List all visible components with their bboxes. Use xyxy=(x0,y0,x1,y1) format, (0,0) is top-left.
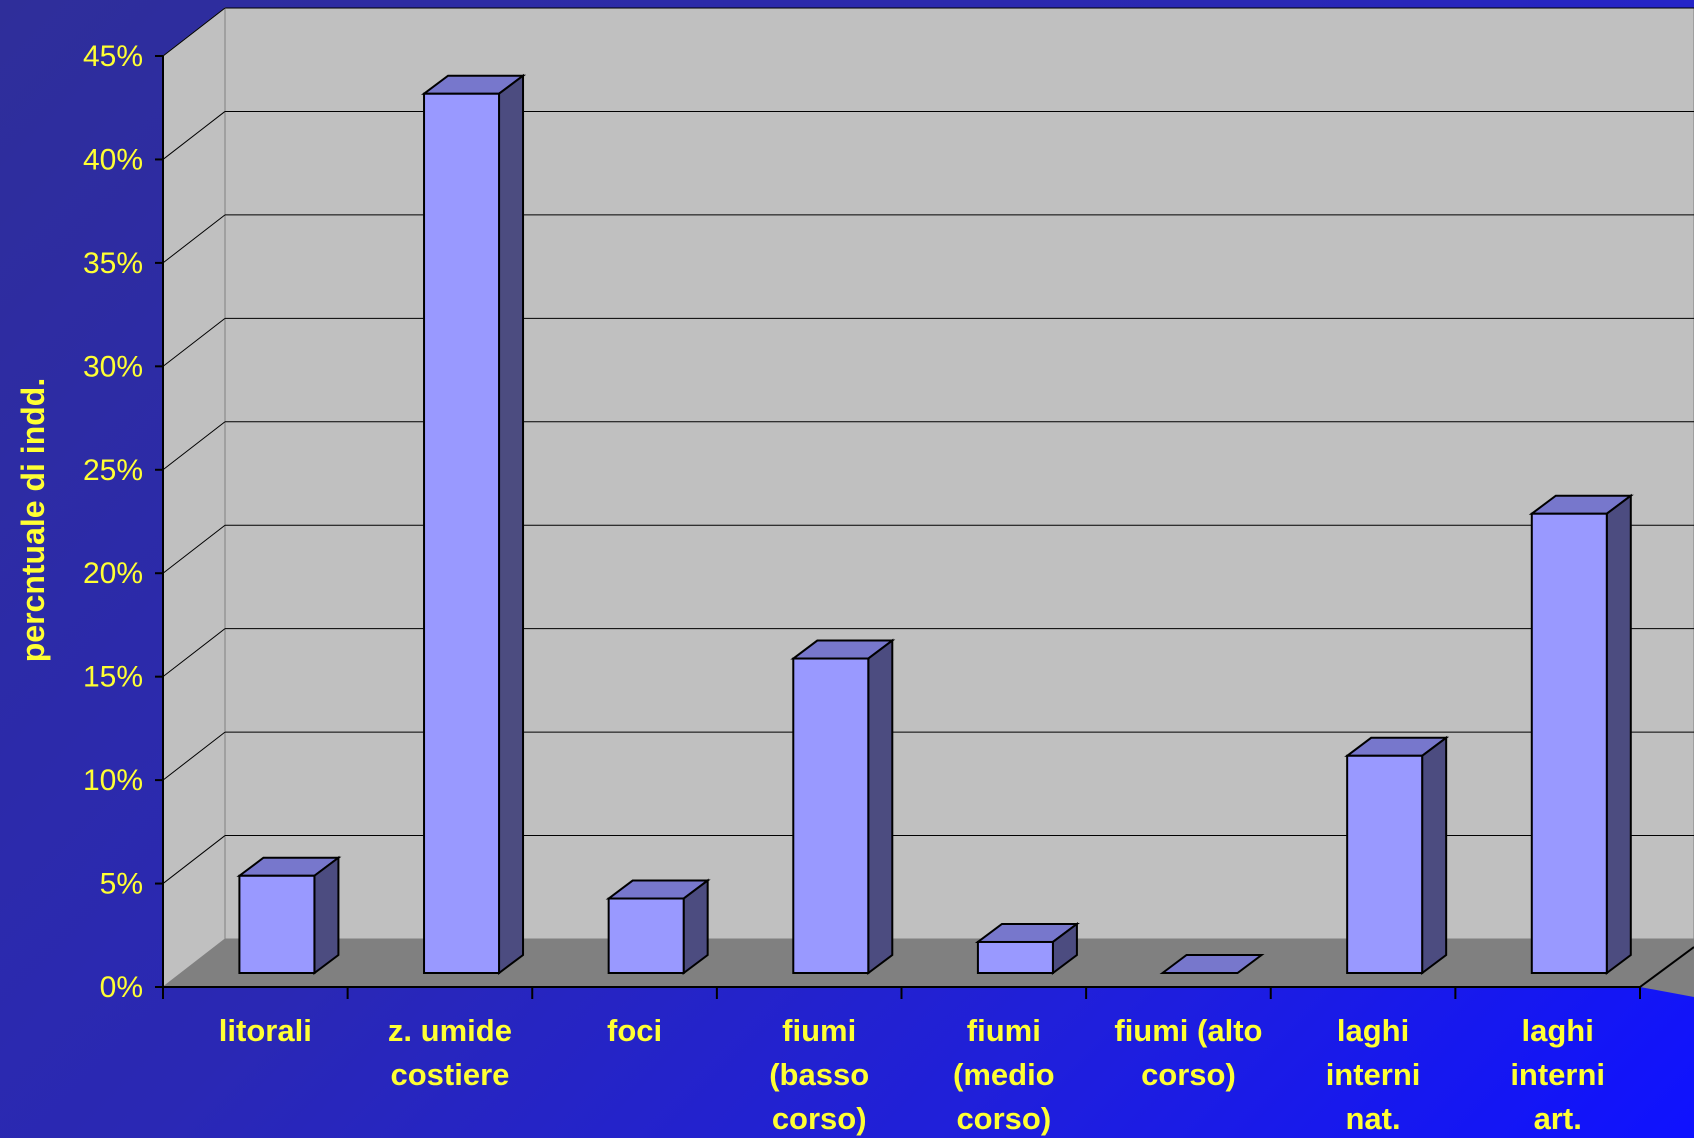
x-category-label-line: corso) xyxy=(772,1101,867,1136)
bar-side xyxy=(1605,493,1632,975)
x-category-label: laghi interni art. xyxy=(1510,1013,1605,1136)
bars xyxy=(236,73,1634,976)
gridline-side xyxy=(162,524,226,574)
gridline-side xyxy=(162,214,226,264)
bar-front xyxy=(976,940,1054,975)
x-category-label-line: z. umide xyxy=(388,1013,512,1048)
bar xyxy=(236,855,342,975)
axes xyxy=(162,56,1694,999)
gridline-side xyxy=(162,7,226,57)
gridline-side xyxy=(162,111,226,160)
floor xyxy=(163,939,1694,997)
x-category-label-line: art. xyxy=(1534,1101,1582,1136)
x-category-label-line: nat. xyxy=(1346,1101,1401,1136)
y-tick-label: 25% xyxy=(83,454,143,487)
x-category-label-line: corso) xyxy=(956,1101,1051,1136)
bar xyxy=(1159,954,1265,974)
x-category-label-line: fiumi xyxy=(967,1013,1041,1048)
bar-side xyxy=(867,638,894,975)
bar-front xyxy=(1346,754,1424,974)
bar-side xyxy=(1421,735,1448,975)
side-wall xyxy=(162,6,226,989)
bar xyxy=(1528,493,1634,975)
x-category-label: fiumi (basso corso) xyxy=(769,1013,869,1136)
gridline-side xyxy=(162,835,226,884)
gridline-side xyxy=(162,317,226,367)
x-category-label-line: (basso xyxy=(769,1057,869,1092)
y-tick-label: 0% xyxy=(100,971,143,1004)
x-category-label-line: laghi xyxy=(1522,1013,1594,1048)
x-category-label-line: corso) xyxy=(1141,1057,1236,1092)
x-category-label-line: fiumi xyxy=(782,1013,856,1048)
chart-walls xyxy=(162,6,1694,997)
x-category-label-line: costiere xyxy=(390,1057,509,1092)
bar-front xyxy=(1530,512,1608,974)
x-category-label-line: (medio xyxy=(953,1057,1055,1092)
y-tick-label: 40% xyxy=(83,143,143,176)
bar-front xyxy=(792,657,870,974)
y-tick-label: 20% xyxy=(83,557,143,590)
x-category-label: fiumi (alto corso) xyxy=(1114,1013,1262,1092)
bar-front xyxy=(238,874,316,974)
x-category-label: fiumi (medio corso) xyxy=(953,1013,1055,1136)
x-category-label: litorali xyxy=(219,1013,312,1048)
x-category-label-line: foci xyxy=(607,1013,662,1048)
gridline-side xyxy=(162,628,226,678)
y-axis-title: percntuale di indd. xyxy=(15,378,51,662)
y-tick-label: 10% xyxy=(83,764,143,797)
y-tick-labels: 0% 5% 10% 15% 20% 25% 30% 35% 40% 45% xyxy=(83,40,163,1004)
bar xyxy=(605,878,711,975)
bar xyxy=(974,921,1080,975)
y-tick-label: 35% xyxy=(83,247,143,280)
bar-side xyxy=(313,855,340,975)
bar-front xyxy=(607,897,685,975)
bar xyxy=(421,73,527,976)
x-category-label-line: interni xyxy=(1326,1057,1421,1092)
y-tick-label: 15% xyxy=(83,661,143,694)
y-tick-label: 30% xyxy=(83,350,143,383)
x-axis-depth xyxy=(1639,946,1694,988)
x-category-label: z. umide costiere xyxy=(388,1013,512,1092)
gridline-side xyxy=(162,731,226,781)
x-category-label: laghi interni nat. xyxy=(1326,1013,1421,1136)
bar-front xyxy=(423,92,501,974)
x-category-labels: litorali z. umide costiere foci fiumi (basso c… xyxy=(219,1013,1605,1136)
y-tick-label: 5% xyxy=(100,868,143,901)
bar-top xyxy=(1159,954,1265,974)
bar xyxy=(1344,735,1450,975)
y-tick-label: 45% xyxy=(83,40,143,73)
x-category-label: foci xyxy=(607,1013,662,1048)
x-category-label-line: laghi xyxy=(1337,1013,1409,1048)
bar-side xyxy=(498,73,525,976)
gridline-side xyxy=(162,421,226,471)
x-category-label-line: fiumi (alto xyxy=(1114,1013,1262,1048)
x-category-label-line: interni xyxy=(1510,1057,1605,1092)
bar xyxy=(790,638,896,975)
x-category-label-line: litorali xyxy=(219,1013,312,1048)
